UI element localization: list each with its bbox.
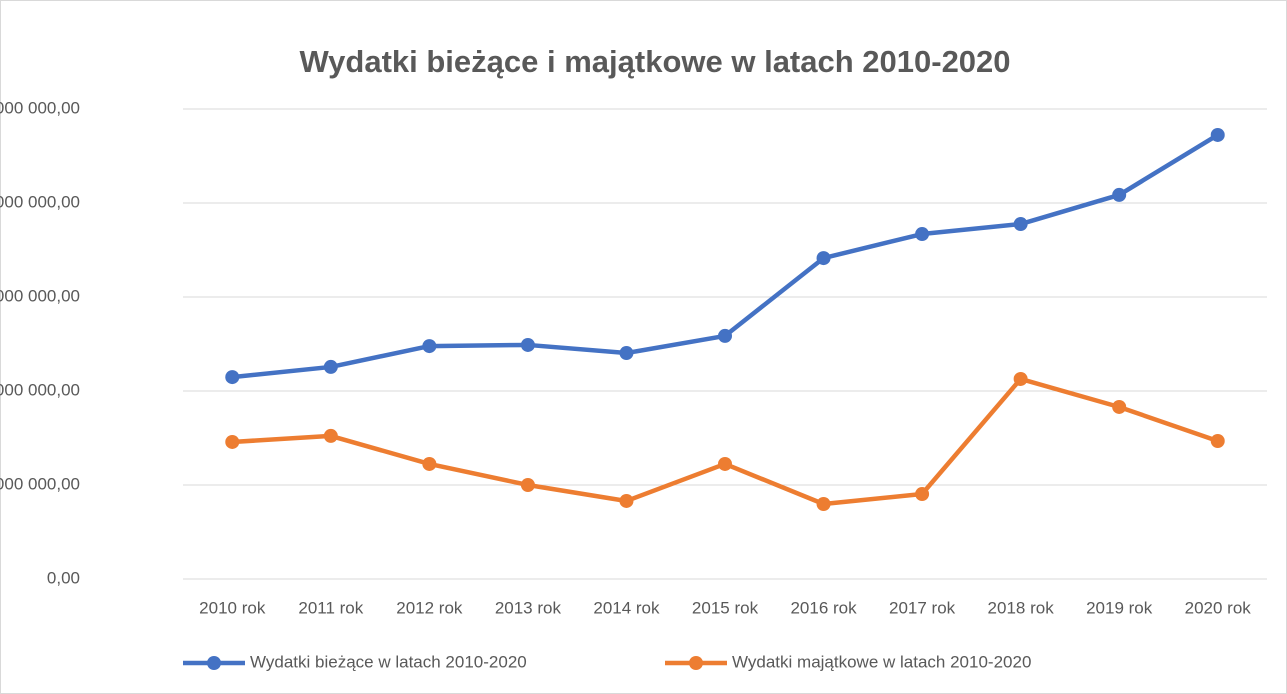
data-point bbox=[619, 346, 634, 361]
data-point bbox=[1013, 371, 1028, 386]
data-point bbox=[816, 251, 831, 266]
x-tick-label: 2016 rok bbox=[790, 598, 857, 617]
x-tick-label: 2011 rok bbox=[298, 598, 363, 617]
x-tick-label: 2019 rok bbox=[1086, 598, 1153, 617]
data-point bbox=[718, 456, 732, 471]
y-tick-label: 15 000 000,00 bbox=[0, 286, 80, 305]
data-point bbox=[422, 456, 437, 471]
data-point bbox=[225, 370, 240, 385]
legend-marker bbox=[689, 656, 703, 670]
data-point bbox=[1210, 127, 1225, 142]
x-tick-label: 2012 rok bbox=[396, 598, 463, 617]
chart-title: Wydatki bieżące i majątkowe w latach 201… bbox=[299, 44, 1010, 79]
data-point bbox=[1112, 187, 1127, 202]
data-point bbox=[718, 328, 732, 343]
data-point bbox=[1210, 434, 1225, 449]
data-point bbox=[323, 359, 338, 374]
legend-label: Wydatki majątkowe w latach 2010-2020 bbox=[732, 652, 1031, 671]
data-point bbox=[1013, 217, 1028, 232]
data-point bbox=[619, 493, 634, 508]
y-tick-label: 5 000 000,00 bbox=[0, 474, 80, 493]
data-point bbox=[915, 487, 930, 502]
x-tick-label: 2010 rok bbox=[199, 598, 266, 617]
data-point bbox=[225, 434, 240, 449]
x-tick-label: 2020 rok bbox=[1185, 598, 1252, 617]
data-point bbox=[520, 478, 535, 492]
x-tick-label: 2014 rok bbox=[593, 598, 660, 617]
data-point bbox=[422, 339, 437, 354]
data-point bbox=[520, 337, 535, 352]
y-tick-label: 25 000 000,00 bbox=[0, 98, 80, 117]
data-point bbox=[816, 496, 831, 511]
y-tick-label: 10 000 000,00 bbox=[0, 380, 80, 399]
x-tick-label: 2018 rok bbox=[988, 598, 1055, 617]
x-tick-label: 2015 rok bbox=[692, 598, 759, 617]
data-point bbox=[323, 428, 338, 443]
y-tick-label: 20 000 000,00 bbox=[0, 192, 80, 211]
x-tick-label: 2017 rok bbox=[889, 598, 956, 617]
data-point bbox=[915, 227, 930, 242]
x-tick-label: 2013 rok bbox=[495, 598, 562, 617]
legend-label: Wydatki bieżące w latach 2010-2020 bbox=[250, 652, 527, 671]
data-point bbox=[1112, 399, 1127, 414]
legend-marker bbox=[207, 656, 221, 670]
y-tick-label: 0,00 bbox=[47, 568, 80, 587]
